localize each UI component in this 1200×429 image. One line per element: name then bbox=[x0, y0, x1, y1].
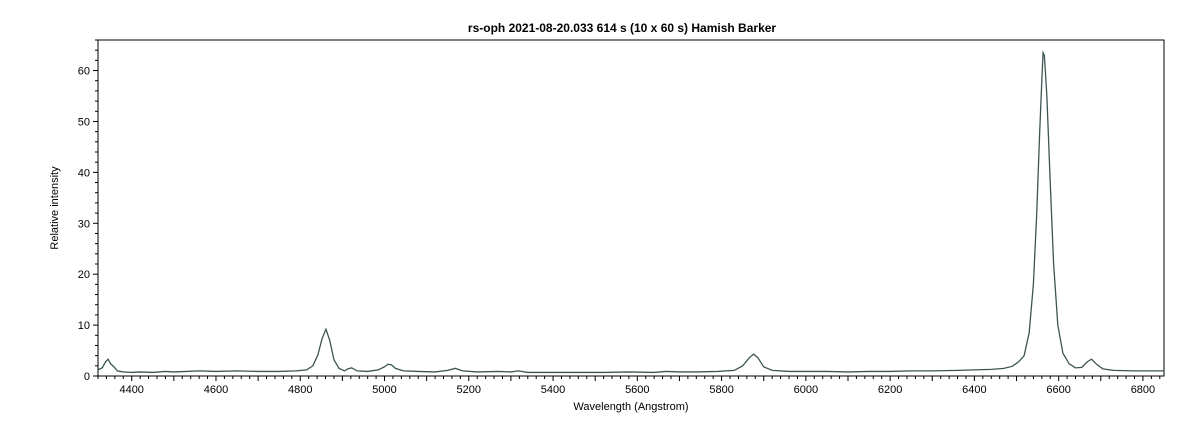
x-tick-label: 4800 bbox=[288, 384, 312, 396]
chart-title: rs-oph 2021-08-20.033 614 s (10 x 60 s) … bbox=[468, 21, 777, 35]
x-tick-label: 6600 bbox=[1046, 384, 1070, 396]
y-axis-label: Relative intensity bbox=[49, 166, 61, 250]
x-tick-label: 6800 bbox=[1131, 384, 1155, 396]
x-tick-label: 5000 bbox=[372, 384, 396, 396]
x-axis: 4400 4600 4800 5000 5200 5400 5600 5800 6000 6200… bbox=[97, 376, 1161, 396]
y-tick-label: 0 bbox=[84, 371, 90, 383]
x-tick-label: 4400 bbox=[119, 384, 143, 396]
y-tick-label: 50 bbox=[78, 116, 90, 128]
y-tick-label: 30 bbox=[78, 218, 90, 230]
y-axis: 0 10 20 30 40 50 60 bbox=[78, 39, 98, 383]
y-tick-label: 10 bbox=[78, 320, 90, 332]
x-tick-label: 5800 bbox=[709, 384, 733, 396]
x-tick-label: 5400 bbox=[541, 384, 565, 396]
x-tick-label: 6200 bbox=[878, 384, 902, 396]
x-tick-label: 6400 bbox=[962, 384, 986, 396]
y-tick-label: 40 bbox=[78, 167, 90, 179]
x-tick-label: 5200 bbox=[457, 384, 481, 396]
x-tick-label: 6000 bbox=[794, 384, 818, 396]
x-tick-label: 4600 bbox=[204, 384, 228, 396]
y-tick-label: 60 bbox=[78, 66, 90, 78]
plot-frame bbox=[97, 39, 1165, 377]
y-tick-label: 20 bbox=[78, 269, 90, 281]
spectrum-line bbox=[97, 50, 1164, 374]
x-tick-label: 5600 bbox=[625, 384, 649, 396]
x-axis-label: Wavelength (Angstrom) bbox=[573, 401, 688, 413]
